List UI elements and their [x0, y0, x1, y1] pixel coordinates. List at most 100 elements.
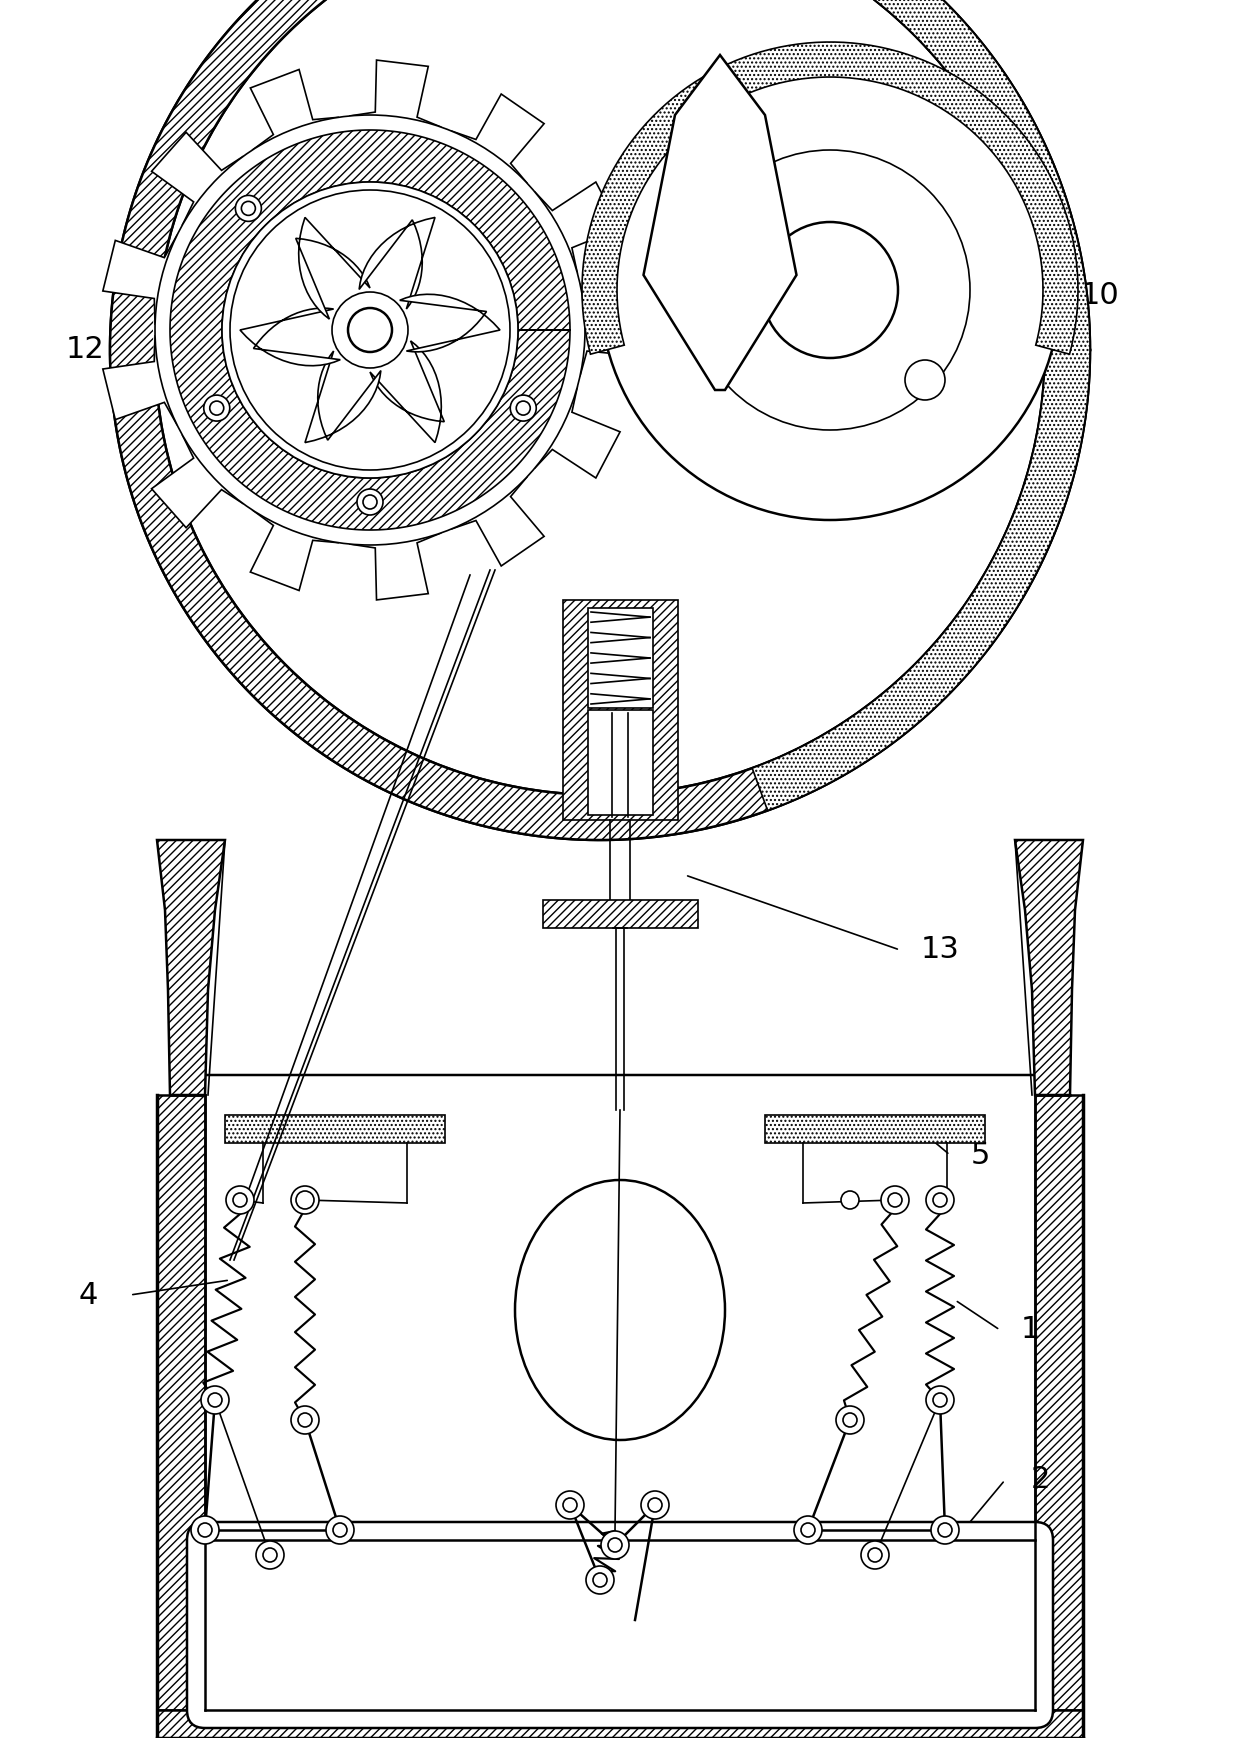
- Circle shape: [236, 195, 262, 221]
- Bar: [563, 600, 678, 820]
- Circle shape: [291, 1406, 319, 1434]
- Circle shape: [201, 1385, 229, 1415]
- Polygon shape: [534, 182, 620, 273]
- Circle shape: [191, 1516, 219, 1543]
- Polygon shape: [399, 294, 500, 351]
- Circle shape: [563, 1498, 577, 1512]
- Circle shape: [763, 222, 898, 358]
- FancyBboxPatch shape: [187, 1522, 1053, 1728]
- Polygon shape: [103, 235, 177, 325]
- Circle shape: [363, 495, 377, 509]
- Circle shape: [689, 149, 970, 429]
- Bar: [543, 900, 698, 928]
- Polygon shape: [580, 283, 639, 377]
- Polygon shape: [110, 0, 1090, 839]
- Circle shape: [516, 401, 531, 415]
- Circle shape: [153, 113, 587, 547]
- Circle shape: [926, 1385, 954, 1415]
- Circle shape: [880, 1185, 909, 1215]
- Text: 13: 13: [920, 935, 960, 965]
- Circle shape: [608, 1538, 622, 1552]
- Circle shape: [155, 115, 585, 546]
- Circle shape: [926, 1185, 954, 1215]
- Circle shape: [587, 1566, 614, 1594]
- Polygon shape: [151, 434, 243, 528]
- Circle shape: [794, 1516, 822, 1543]
- Polygon shape: [250, 70, 339, 149]
- Text: 10: 10: [1080, 280, 1120, 309]
- Circle shape: [937, 1522, 952, 1536]
- Circle shape: [649, 1498, 662, 1512]
- Text: 3: 3: [610, 1571, 630, 1599]
- Polygon shape: [451, 476, 544, 567]
- Circle shape: [357, 488, 383, 514]
- Text: 5: 5: [971, 1140, 990, 1170]
- Circle shape: [242, 202, 255, 216]
- Circle shape: [155, 0, 1045, 794]
- Polygon shape: [170, 130, 570, 530]
- Polygon shape: [103, 335, 177, 426]
- Circle shape: [905, 360, 945, 400]
- Circle shape: [801, 1522, 815, 1536]
- Circle shape: [332, 292, 408, 368]
- Circle shape: [932, 1392, 947, 1408]
- Bar: [765, 1116, 985, 1144]
- Circle shape: [601, 1531, 629, 1559]
- Circle shape: [203, 395, 229, 421]
- Circle shape: [229, 189, 510, 469]
- Circle shape: [226, 1185, 254, 1215]
- Circle shape: [210, 401, 223, 415]
- Circle shape: [233, 1192, 247, 1206]
- Circle shape: [155, 0, 1045, 794]
- Circle shape: [222, 182, 518, 478]
- Polygon shape: [151, 132, 243, 226]
- Polygon shape: [110, 0, 1090, 839]
- Polygon shape: [296, 217, 370, 320]
- Circle shape: [298, 1192, 312, 1206]
- Circle shape: [931, 1516, 959, 1543]
- Bar: [157, 1095, 205, 1710]
- Circle shape: [198, 1522, 212, 1536]
- Polygon shape: [157, 839, 224, 1095]
- Circle shape: [836, 1406, 864, 1434]
- Circle shape: [843, 1413, 857, 1427]
- Circle shape: [291, 1185, 319, 1215]
- Polygon shape: [644, 56, 796, 389]
- Circle shape: [296, 1191, 314, 1210]
- Polygon shape: [753, 0, 1090, 810]
- Polygon shape: [241, 308, 340, 365]
- Text: 1: 1: [1021, 1316, 1039, 1345]
- Text: 4: 4: [78, 1281, 98, 1309]
- Bar: [224, 1116, 445, 1144]
- Circle shape: [600, 61, 1060, 520]
- Circle shape: [641, 1491, 670, 1519]
- Bar: [588, 711, 653, 815]
- Circle shape: [841, 1191, 859, 1210]
- Circle shape: [510, 395, 536, 421]
- Circle shape: [255, 1542, 284, 1569]
- Bar: [588, 608, 653, 707]
- Circle shape: [263, 1549, 277, 1562]
- Circle shape: [861, 1542, 889, 1569]
- Polygon shape: [534, 386, 620, 478]
- Polygon shape: [360, 217, 435, 309]
- Circle shape: [348, 308, 392, 353]
- Bar: [1035, 1095, 1083, 1710]
- Circle shape: [208, 1392, 222, 1408]
- Polygon shape: [1016, 839, 1083, 1095]
- Circle shape: [888, 1192, 901, 1206]
- Ellipse shape: [515, 1180, 725, 1441]
- Polygon shape: [350, 534, 441, 600]
- Circle shape: [334, 1522, 347, 1536]
- Circle shape: [593, 1573, 608, 1587]
- Text: 12: 12: [66, 335, 104, 365]
- FancyBboxPatch shape: [185, 1076, 1055, 1729]
- Circle shape: [298, 1413, 312, 1427]
- Circle shape: [868, 1549, 882, 1562]
- Circle shape: [556, 1491, 584, 1519]
- Text: 2: 2: [1030, 1465, 1050, 1495]
- Circle shape: [932, 1192, 947, 1206]
- Polygon shape: [250, 509, 339, 591]
- Bar: [157, 1710, 1083, 1738]
- Circle shape: [326, 1516, 353, 1543]
